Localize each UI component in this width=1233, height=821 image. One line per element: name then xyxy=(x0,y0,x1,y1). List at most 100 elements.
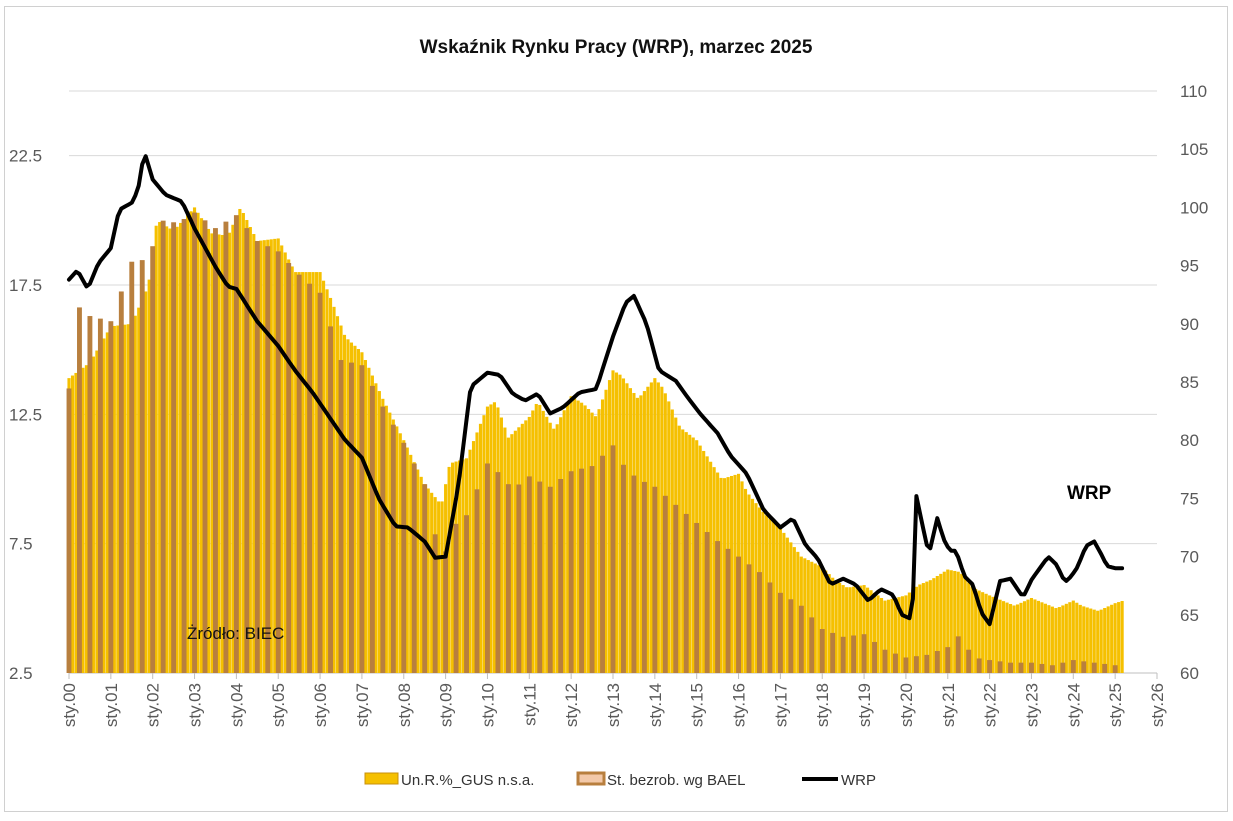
legend: Un.R.%_GUS n.s.a. St. bezrob. wg BAEL WRP xyxy=(364,771,876,789)
gus-bar xyxy=(761,511,765,673)
gus-bar xyxy=(84,365,89,673)
gus-bar xyxy=(1106,606,1110,673)
gus-bar xyxy=(743,488,748,673)
gus-bar xyxy=(430,492,434,673)
gus-bar xyxy=(123,324,127,673)
bael-bar xyxy=(924,654,930,673)
bael-bar xyxy=(610,445,616,673)
gus-bar xyxy=(524,420,528,673)
x-axis-tick-label: sty.19 xyxy=(855,683,874,727)
gus-bar xyxy=(199,218,204,673)
gus-bar xyxy=(144,291,148,673)
bael-bar xyxy=(662,495,668,673)
gus-bar xyxy=(1099,609,1103,673)
bael-bar xyxy=(725,548,731,673)
gus-bar xyxy=(974,588,978,673)
gus-bar xyxy=(346,339,350,673)
x-axis-tick-label: sty.26 xyxy=(1148,683,1167,727)
gus-bar xyxy=(126,324,130,673)
bael-bar xyxy=(600,455,605,673)
gus-bar xyxy=(886,599,891,673)
source-note: Żródło: BIEC xyxy=(187,624,284,643)
gus-bar xyxy=(998,599,1002,673)
right-axis-tick-label: 80 xyxy=(1180,431,1199,450)
gus-bar xyxy=(852,586,856,673)
bael-bar xyxy=(223,221,229,674)
bael-bar xyxy=(767,582,773,673)
bael-bar xyxy=(683,513,689,673)
gus-bar xyxy=(158,222,162,673)
gus-bar xyxy=(440,501,444,673)
gus-bar xyxy=(70,375,75,673)
gus-bar xyxy=(1092,609,1096,673)
gus-bar xyxy=(573,398,577,673)
gus-bar xyxy=(95,350,99,673)
gus-bar xyxy=(398,433,402,673)
right-axis-tick-label: 65 xyxy=(1180,606,1199,625)
bael-bar xyxy=(349,362,354,673)
bael-bar xyxy=(631,475,637,673)
bael-bar xyxy=(547,486,553,673)
gus-bar xyxy=(855,586,859,673)
bael-bar xyxy=(150,246,156,673)
bael-bar xyxy=(934,651,940,673)
gus-bar xyxy=(154,225,158,673)
gus-bar xyxy=(374,383,378,673)
bael-bar xyxy=(432,534,438,673)
gus-bar xyxy=(210,233,214,673)
bael-bar xyxy=(1049,665,1055,673)
gus-bar xyxy=(879,597,884,673)
x-axis-tick-label: sty.17 xyxy=(771,683,790,727)
gus-bar xyxy=(635,397,639,673)
x-axis-tick-label: sty.03 xyxy=(186,683,205,727)
gus-bar xyxy=(946,569,950,673)
gus-bar xyxy=(1008,604,1013,673)
gus-bar xyxy=(1019,602,1023,673)
bael-bar xyxy=(694,522,700,673)
x-axis-tick-label: sty.00 xyxy=(60,683,79,727)
gus-bar xyxy=(1057,607,1061,673)
gus-bar xyxy=(531,410,535,673)
gus-bar xyxy=(904,595,908,673)
gus-bar xyxy=(733,474,737,673)
gus-bar xyxy=(377,391,381,673)
gus-bar xyxy=(667,401,671,673)
gus-bar xyxy=(1096,610,1100,673)
x-axis-tick-label: sty.05 xyxy=(269,683,288,727)
gus-bar xyxy=(252,234,256,673)
legend-label: Un.R.%_GUS n.s.a. xyxy=(401,772,534,789)
gus-bar xyxy=(775,524,779,673)
gus-bar xyxy=(897,597,901,673)
gus-bar xyxy=(681,429,685,673)
gus-bar xyxy=(981,592,985,673)
bael-bar xyxy=(788,599,794,673)
bael-bar xyxy=(1070,660,1076,673)
gus-bar xyxy=(206,228,211,673)
gus-bar xyxy=(283,252,287,673)
gus-bar xyxy=(1029,597,1034,673)
gus-bar xyxy=(1036,600,1041,673)
gus-bar xyxy=(754,503,758,673)
gus-bar xyxy=(838,582,842,673)
bael-bar xyxy=(443,551,449,673)
bael-bar xyxy=(505,484,511,673)
gus-bar xyxy=(587,409,591,673)
gus-bar xyxy=(872,592,877,673)
bael-bar xyxy=(516,484,522,673)
gus-bar xyxy=(179,222,183,674)
gus-bar xyxy=(604,389,608,673)
bael-bar xyxy=(77,307,82,673)
left-axis-tick-label: 12.5 xyxy=(9,405,42,424)
gus-bar xyxy=(806,560,810,673)
bael-bar xyxy=(1102,663,1108,673)
gus-bar xyxy=(660,386,664,673)
x-axis: sty.00 sty.01 sty.02 sty.03 sty.04 sty.05 sty.… xyxy=(60,673,1167,727)
gus-bar xyxy=(562,410,566,673)
gus-bar xyxy=(1026,599,1030,673)
bael-bar xyxy=(495,472,501,673)
gus-bar xyxy=(315,272,319,673)
gus-bar xyxy=(1068,602,1072,673)
gus-bar xyxy=(241,213,245,673)
bael-bar xyxy=(903,657,909,673)
bael-bar xyxy=(390,424,396,673)
